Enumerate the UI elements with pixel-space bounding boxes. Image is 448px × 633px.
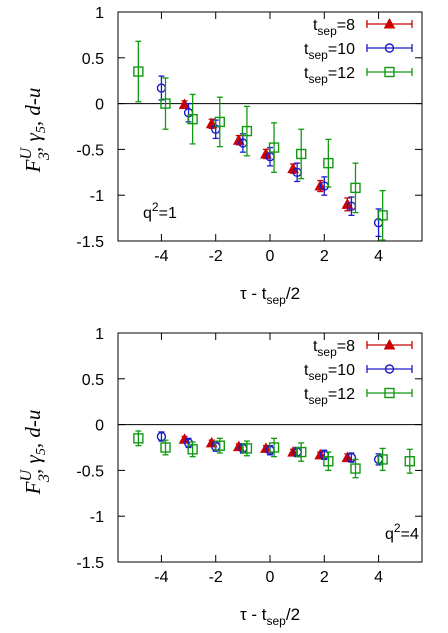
x-tick-label: 0 (266, 248, 275, 265)
data-point (160, 98, 171, 109)
data-point (377, 210, 388, 221)
legend-label: tsep=10 (304, 362, 355, 383)
data-point (268, 442, 280, 453)
series-tsep-12 (133, 430, 415, 479)
y-tick-label: -0.5 (76, 142, 104, 159)
y-tick-label: 0 (95, 97, 104, 114)
x-axis-label: τ - tsep/2 (240, 605, 300, 628)
data-point (346, 452, 357, 463)
data-point (187, 113, 198, 125)
legend-label: tsep=8 (313, 338, 355, 359)
data-point (404, 456, 415, 467)
data-point (214, 116, 225, 128)
x-tick-label: 4 (374, 569, 383, 586)
x-tick-label: -2 (209, 248, 223, 265)
data-point (323, 456, 334, 467)
y-tick-label: -0.5 (76, 463, 104, 480)
y-tick-label: -1.5 (76, 234, 104, 251)
legend-marker (384, 43, 395, 53)
x-tick-label: 2 (320, 248, 329, 265)
data-point (323, 157, 334, 169)
x-axis-label: τ - tsep/2 (240, 284, 300, 307)
data-point (133, 433, 144, 444)
q2-annotation: q2=1 (143, 200, 177, 222)
x-tick-label: 4 (374, 248, 383, 265)
data-point (214, 440, 225, 451)
legend-marker (383, 17, 396, 29)
y-axis-label: FU3, γ5, d-u (18, 410, 53, 496)
data-point (133, 66, 144, 77)
y-tick-label: 0.5 (82, 372, 104, 389)
data-point (160, 442, 171, 453)
legend-label: tsep=12 (304, 386, 355, 407)
data-point (350, 463, 361, 474)
data-point (350, 182, 361, 194)
y-tick-label: 0 (95, 418, 104, 435)
legend-marker (384, 364, 395, 374)
y-tick-label: -1 (90, 188, 104, 205)
x-tick-label: -2 (209, 569, 223, 586)
y-tick-label: 0.5 (82, 51, 104, 68)
y-tick-label: 1 (95, 5, 104, 22)
series-tsep-12 (133, 40, 388, 241)
series-tsep-10 (156, 75, 384, 238)
data-point (377, 454, 388, 465)
data-point (296, 148, 307, 160)
legend: tsep=8 tsep=10 tsep=12 (304, 338, 413, 407)
y-tick-label: -1.5 (76, 555, 104, 572)
y-tick-label: 1 (95, 326, 104, 343)
data-point (241, 125, 253, 137)
legend-marker (383, 338, 396, 350)
data-point (156, 431, 167, 442)
legend-marker (384, 66, 395, 78)
x-tick-label: 0 (266, 569, 275, 586)
legend-label: tsep=10 (304, 41, 355, 62)
y-tick-label: -1 (90, 509, 104, 526)
chart-panel-1: -4 -2 0 2 4 1 0.5 0 -0.5 -1 -1.5 τ - tsep/2 FU3, γ5,… (18, 5, 423, 307)
legend-marker (384, 387, 395, 399)
x-tick-label: 2 (320, 569, 329, 586)
legend-label: tsep=8 (313, 17, 355, 38)
data-point (241, 443, 253, 454)
legend-label: tsep=12 (304, 65, 355, 86)
legend: tsep=8 tsep=10 tsep=12 (304, 17, 413, 86)
data-point (187, 444, 198, 455)
q2-annotation: q2=4 (385, 521, 419, 543)
x-tick-label: -4 (154, 248, 168, 265)
x-tick-label: -4 (154, 569, 168, 586)
data-point (268, 142, 280, 153)
chart-panel-2: -4 -2 0 2 4 1 0.5 0 -0.5 -1 -1.5 τ - tsep/2 FU3, γ5,… (18, 326, 423, 628)
data-point (296, 446, 307, 458)
y-axis-label: FU3, γ5, d-u (18, 88, 53, 174)
